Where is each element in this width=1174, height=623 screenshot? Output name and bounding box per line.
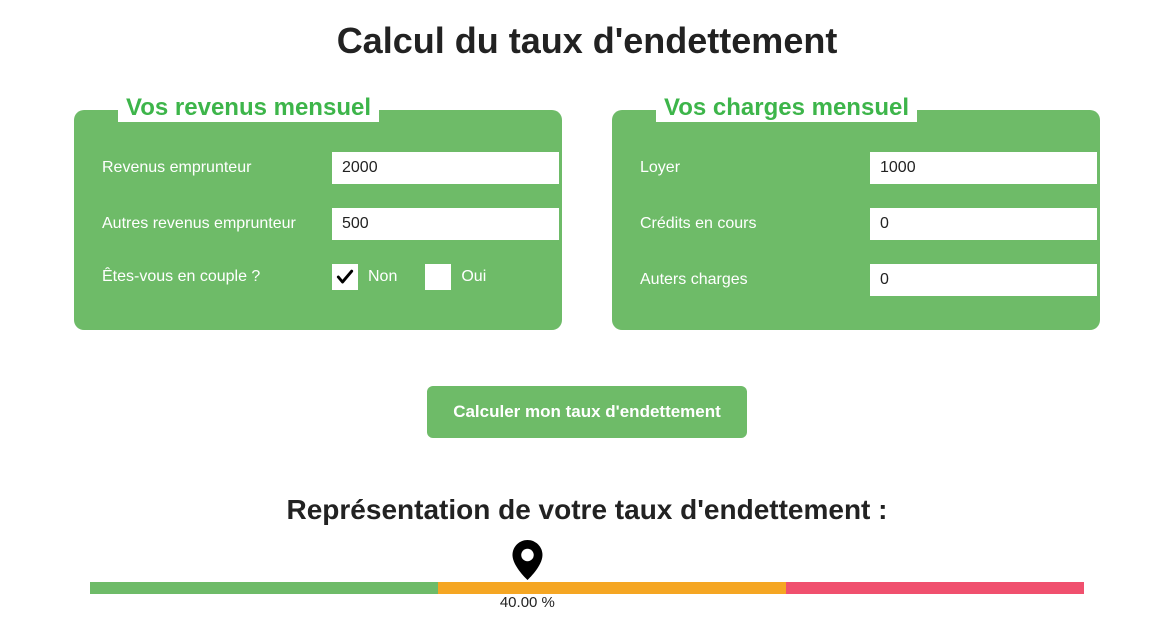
gauge-bar (90, 582, 1084, 594)
euro-icon: € (575, 157, 586, 180)
euro-icon: € (575, 213, 586, 236)
autres-charges-row: Auters charges € (640, 264, 1072, 296)
autres-charges-label: Auters charges (640, 271, 870, 289)
gauge: 40.00 % (90, 582, 1084, 594)
page-title: Calcul du taux d'endettement (90, 20, 1084, 62)
loyer-input[interactable] (870, 152, 1097, 184)
revenus-emprunteur-label: Revenus emprunteur (102, 159, 332, 177)
revenus-panel: Vos revenus mensuel Revenus emprunteur €… (74, 110, 562, 330)
representation-title: Représentation de votre taux d'endetteme… (90, 494, 1084, 526)
gauge-segment-red (786, 582, 1084, 594)
euro-icon: € (1113, 213, 1124, 236)
autres-revenus-input[interactable] (332, 208, 559, 240)
gauge-segment-green (90, 582, 438, 594)
calculate-button[interactable]: Calculer mon taux d'endettement (427, 386, 747, 438)
revenus-emprunteur-row: Revenus emprunteur € (102, 152, 534, 184)
euro-icon: € (1113, 269, 1124, 292)
gauge-marker: 40.00 % (500, 540, 555, 611)
gauge-value-label: 40.00 % (500, 594, 555, 611)
charges-panel: Vos charges mensuel Loyer € Crédits en c… (612, 110, 1100, 330)
revenus-emprunteur-input[interactable] (332, 152, 559, 184)
loyer-label: Loyer (640, 159, 870, 177)
couple-label: Êtes-vous en couple ? (102, 268, 332, 286)
credits-row: Crédits en cours € (640, 208, 1072, 240)
couple-oui-checkbox[interactable] (425, 264, 451, 290)
autres-revenus-row: Autres revenus emprunteur € (102, 208, 534, 240)
revenus-legend: Vos revenus mensuel (118, 94, 379, 122)
credits-input[interactable] (870, 208, 1097, 240)
euro-icon: € (1113, 157, 1124, 180)
checkmark-icon (335, 267, 355, 287)
location-pin-icon (512, 540, 542, 580)
couple-non-checkbox[interactable] (332, 264, 358, 290)
couple-non-label: Non (368, 268, 397, 286)
loyer-row: Loyer € (640, 152, 1072, 184)
autres-revenus-label: Autres revenus emprunteur (102, 215, 332, 233)
autres-charges-input[interactable] (870, 264, 1097, 296)
couple-row: Êtes-vous en couple ? Non Oui (102, 264, 534, 290)
charges-legend: Vos charges mensuel (656, 94, 917, 122)
couple-oui-label: Oui (461, 268, 486, 286)
gauge-segment-orange (438, 582, 786, 594)
credits-label: Crédits en cours (640, 215, 870, 233)
